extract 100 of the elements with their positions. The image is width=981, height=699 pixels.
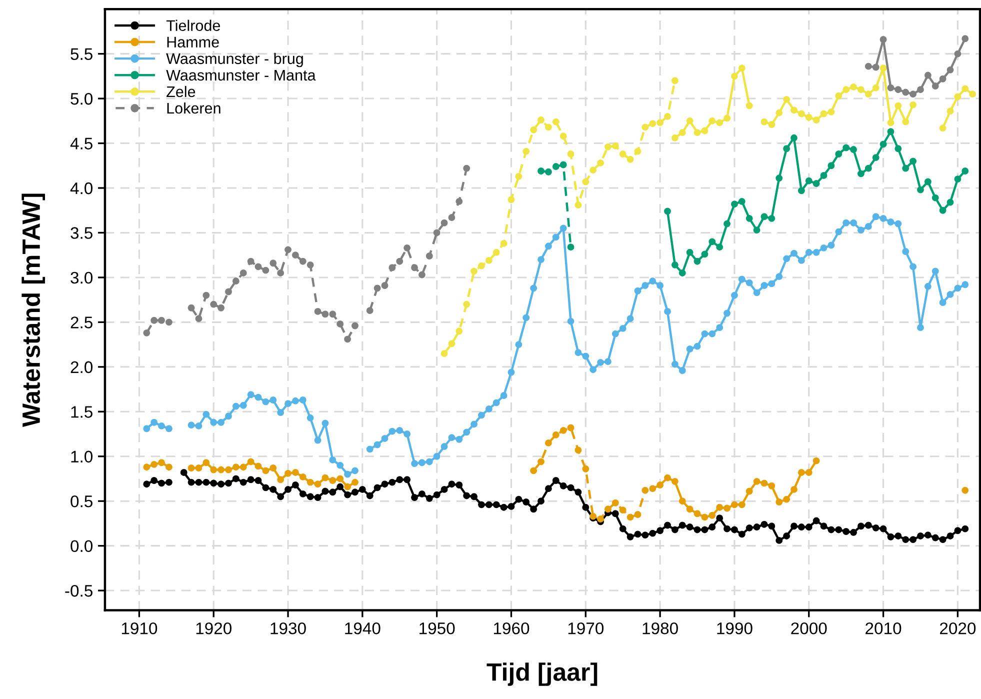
point <box>634 148 642 155</box>
point <box>790 106 798 114</box>
point <box>701 250 708 258</box>
point <box>776 109 783 116</box>
point <box>314 480 322 488</box>
point <box>776 498 783 506</box>
x-tick-label: 1930 <box>270 622 306 634</box>
point <box>544 168 552 176</box>
point <box>538 458 544 466</box>
point <box>262 467 270 474</box>
point <box>864 62 872 70</box>
point <box>560 161 567 168</box>
point <box>812 457 820 464</box>
point <box>678 270 686 276</box>
point <box>456 198 463 205</box>
point <box>254 263 262 270</box>
point <box>850 146 857 154</box>
y-tick-label: 1.0 <box>71 450 93 463</box>
point <box>887 119 894 126</box>
point <box>530 126 538 134</box>
point <box>158 459 165 466</box>
point <box>969 90 976 98</box>
point <box>322 474 329 482</box>
point <box>165 318 172 326</box>
point <box>426 252 433 260</box>
point <box>470 268 478 275</box>
point <box>932 194 939 202</box>
point <box>738 198 746 205</box>
point <box>336 475 344 482</box>
point <box>306 261 314 268</box>
point <box>730 501 738 508</box>
point <box>418 271 426 278</box>
point <box>902 164 910 172</box>
point <box>440 219 448 226</box>
point <box>218 466 225 474</box>
point <box>805 468 812 476</box>
point <box>552 163 560 170</box>
point <box>671 134 678 142</box>
point <box>515 172 522 180</box>
point <box>820 110 828 118</box>
legend-label: Waasmunster - Manta <box>166 70 316 81</box>
point <box>165 464 172 471</box>
point <box>776 174 783 182</box>
x-tick-label: 1910 <box>122 622 158 634</box>
point <box>820 172 828 179</box>
point <box>954 50 962 58</box>
point <box>656 482 664 488</box>
point <box>939 75 946 82</box>
point <box>894 102 902 110</box>
point <box>962 168 969 174</box>
point <box>649 120 656 128</box>
point <box>686 248 694 256</box>
x-tick-label: 2000 <box>791 622 827 634</box>
point <box>760 480 768 487</box>
point <box>694 258 701 265</box>
point <box>560 426 567 434</box>
legend-label: Tielrode <box>166 20 220 32</box>
point <box>671 77 678 84</box>
point <box>894 145 902 152</box>
point <box>560 132 567 140</box>
point <box>872 84 880 92</box>
point <box>887 128 894 136</box>
y-tick-label: 4.0 <box>70 182 93 194</box>
point <box>910 90 917 98</box>
point <box>247 258 254 265</box>
point <box>463 300 470 308</box>
legend-label: Lokeren <box>167 102 220 114</box>
point <box>329 477 336 484</box>
point <box>783 496 790 503</box>
point <box>701 127 708 134</box>
point <box>746 214 753 222</box>
point <box>626 156 634 163</box>
point <box>158 316 165 324</box>
point <box>202 292 210 299</box>
point <box>612 499 619 506</box>
point <box>492 248 500 256</box>
point <box>374 284 381 292</box>
point <box>880 64 887 72</box>
point <box>760 118 768 126</box>
point <box>812 180 820 187</box>
point <box>730 200 738 208</box>
point <box>478 262 485 270</box>
point <box>746 488 753 495</box>
point <box>344 483 352 490</box>
point <box>880 140 887 148</box>
point <box>939 124 946 132</box>
point <box>701 514 708 521</box>
point <box>864 90 872 98</box>
point <box>790 486 798 493</box>
point <box>225 288 232 296</box>
point <box>522 148 530 155</box>
point <box>805 114 812 121</box>
y-tick-label: 4.5 <box>70 138 92 150</box>
point <box>388 264 396 272</box>
point <box>671 261 678 268</box>
point <box>753 478 760 485</box>
point <box>604 143 612 150</box>
point <box>604 506 612 513</box>
point <box>508 196 515 204</box>
point <box>798 110 805 118</box>
